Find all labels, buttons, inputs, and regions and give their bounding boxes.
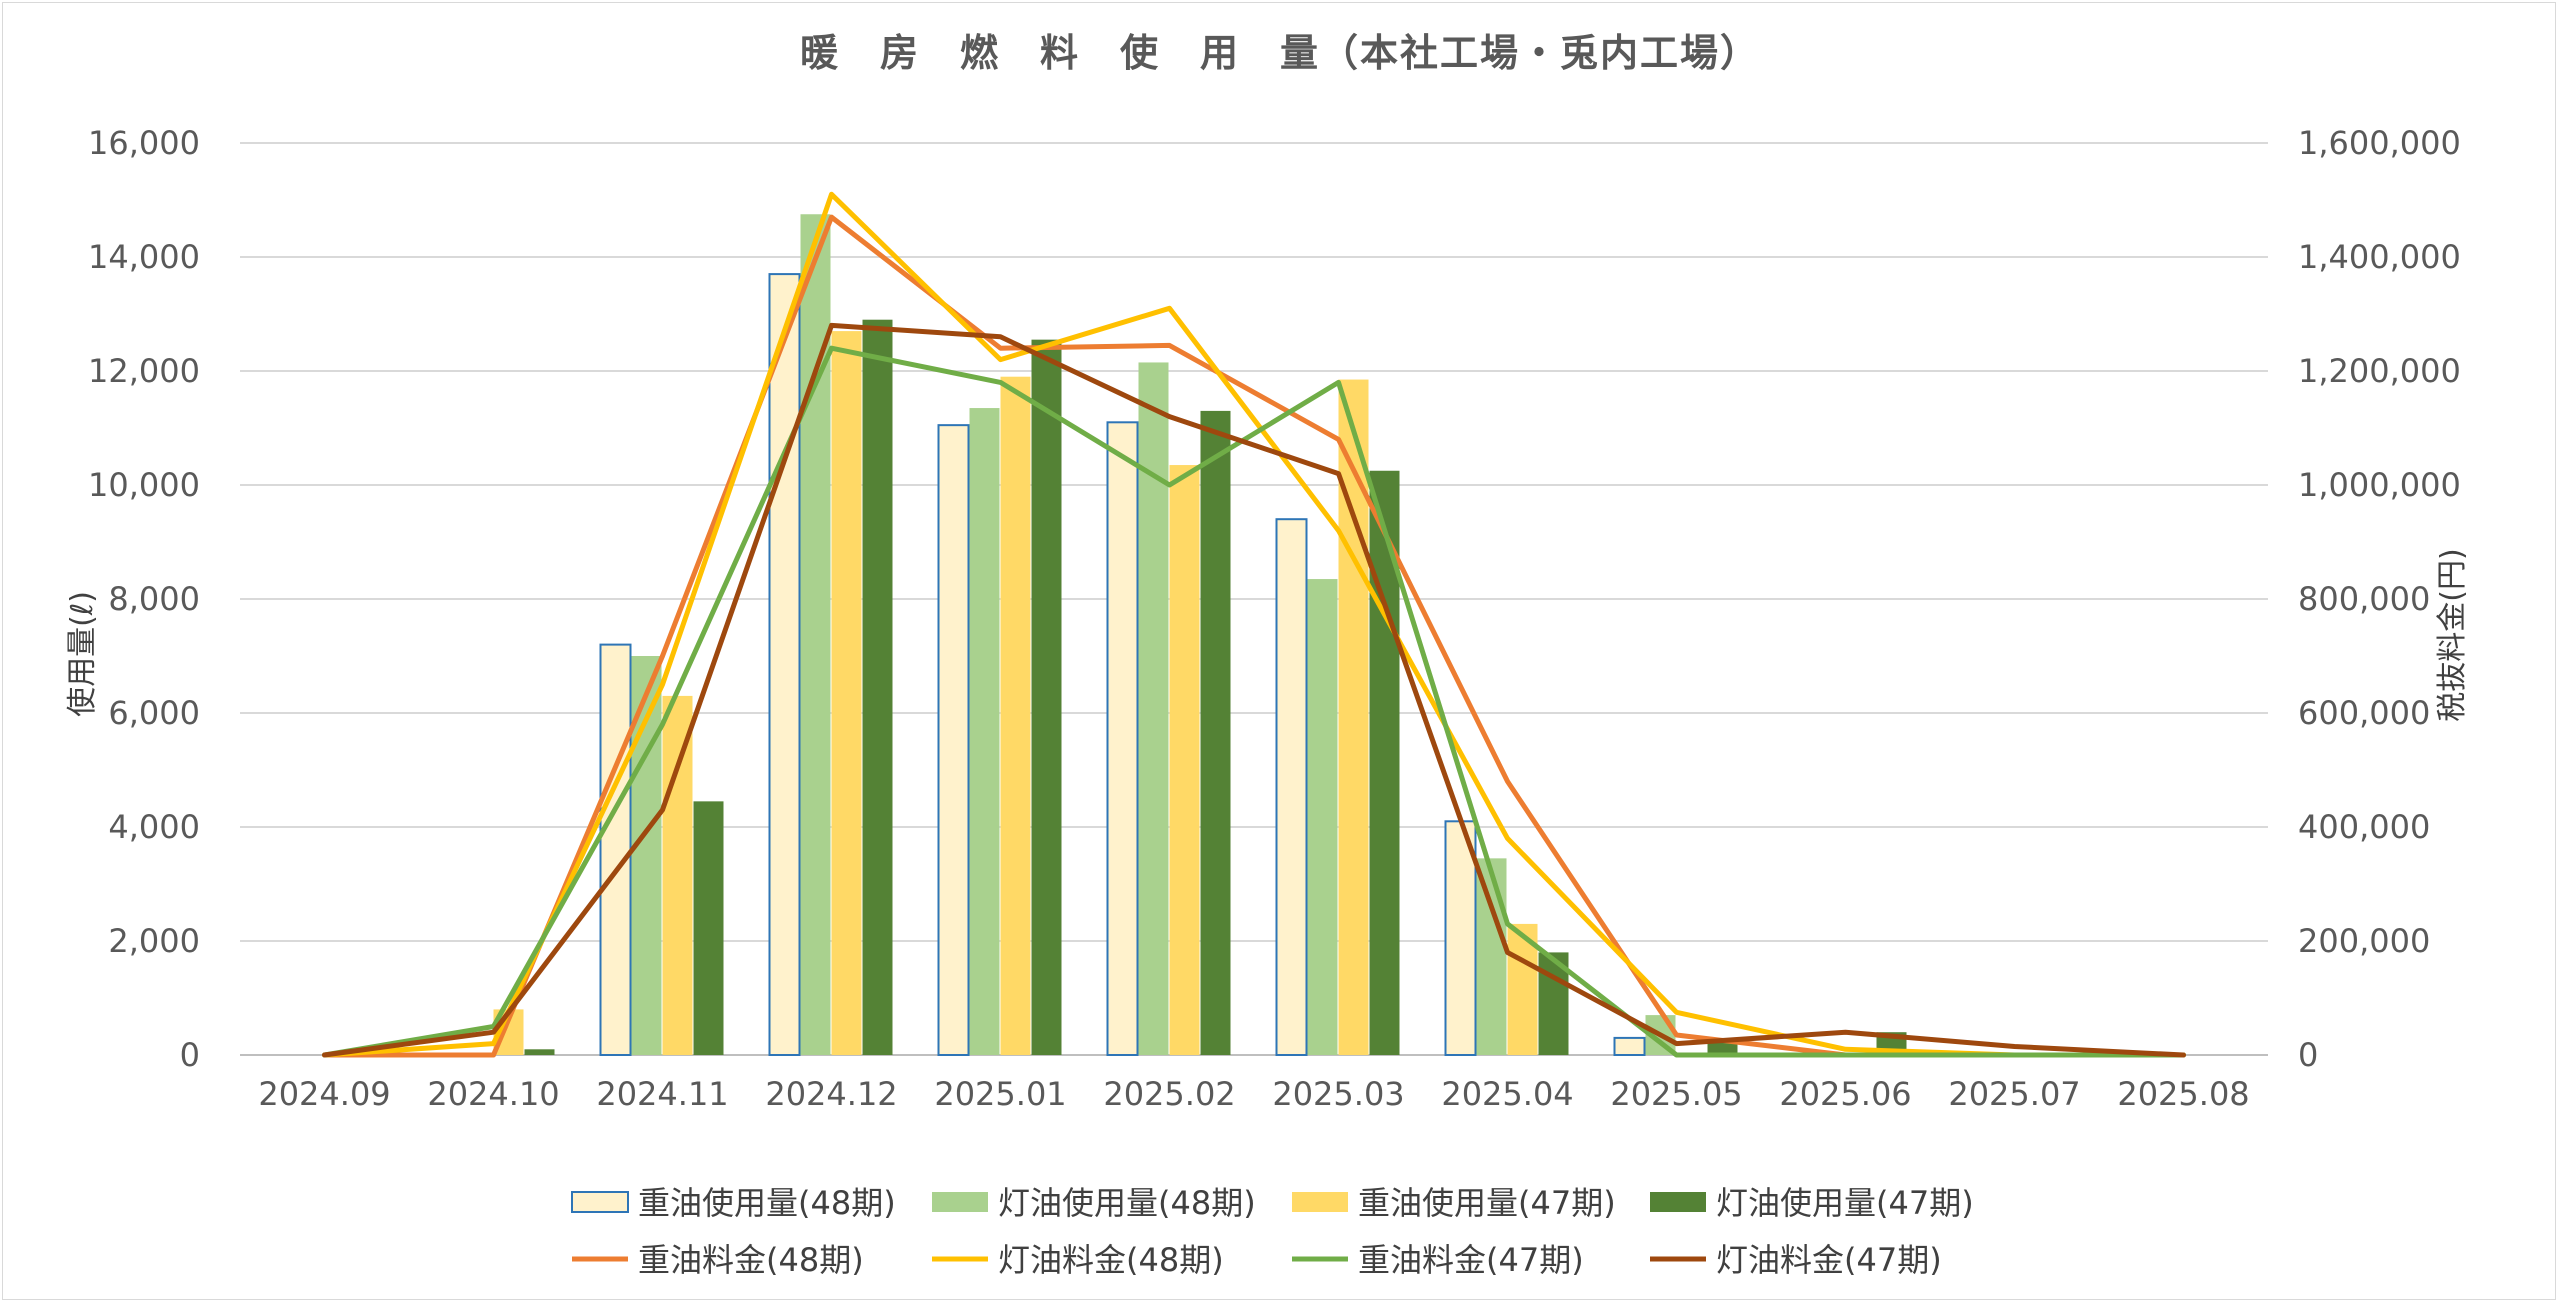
x-tick-label: 2024.10 [427, 1075, 559, 1113]
legend-label: 重油料金(48期) [638, 1241, 864, 1279]
bar-4 [693, 801, 724, 1055]
y2-axis-ticks: 0 200,000 400,000 600,000 800,000 1,000,000 1,… [2298, 124, 2461, 1074]
y-tick-label: 16,000 [88, 124, 200, 162]
bar-2 [800, 214, 831, 1055]
bar-4 [1707, 1040, 1738, 1055]
y-tick-label: 4,000 [108, 808, 200, 846]
bar-3 [1000, 376, 1031, 1055]
y2-tick-label: 1,200,000 [2298, 352, 2461, 390]
bar-1 [937, 424, 970, 1056]
x-tick-label: 2025.04 [1441, 1075, 1573, 1113]
y-axis-ticks: 0 2,000 4,000 6,000 8,000 10,000 12,000 14,000 1… [88, 124, 200, 1074]
x-tick-label: 2025.02 [1103, 1075, 1235, 1113]
bar-1 [1444, 820, 1477, 1056]
bar-4 [524, 1049, 555, 1055]
legend-swatch [571, 1191, 629, 1213]
x-tick-label: 2025.05 [1610, 1075, 1742, 1113]
y2-tick-label: 600,000 [2298, 694, 2430, 732]
y-tick-label: 2,000 [108, 922, 200, 960]
x-tick-label: 2025.07 [1948, 1075, 2080, 1113]
bar-4 [1031, 339, 1062, 1055]
y2-tick-label: 0 [2298, 1036, 2318, 1074]
bar-3 [831, 331, 862, 1056]
bar-2 [969, 408, 1000, 1055]
x-tick-label: 2024.12 [765, 1075, 897, 1113]
y-tick-label: 12,000 [88, 352, 200, 390]
bar-2 [1476, 858, 1507, 1055]
legend-label: 灯油使用量(48期) [998, 1184, 1256, 1222]
line-series-3 [322, 345, 2186, 1058]
y-tick-label: 8,000 [108, 580, 200, 618]
y-tick-label: 6,000 [108, 694, 200, 732]
bar-3 [662, 695, 693, 1055]
bar-1 [1275, 518, 1308, 1056]
legend-swatch [1292, 1192, 1348, 1212]
bar-1 [599, 643, 632, 1056]
x-axis-ticks: 2024.09 2024.10 2024.11 2024.12 2025.01 2025.… [258, 1075, 2249, 1113]
legend-label: 重油使用量(48期) [638, 1184, 896, 1222]
x-tick-label: 2025.03 [1272, 1075, 1404, 1113]
bar-1 [1613, 1036, 1646, 1057]
legend-label: 灯油使用量(47期) [1716, 1184, 1974, 1222]
legend-label: 重油使用量(47期) [1358, 1184, 1616, 1222]
legend-swatch [932, 1192, 988, 1212]
y-tick-label: 10,000 [88, 466, 200, 504]
y2-tick-label: 1,000,000 [2298, 466, 2461, 504]
x-tick-label: 2025.06 [1779, 1075, 1911, 1113]
legend-label: 灯油料金(47期) [1716, 1241, 1942, 1279]
legend: 重油使用量(48期) 灯油使用量(48期) 重油使用量(47期) 灯油使用量(47期)… [571, 1184, 1974, 1279]
line-series-2 [322, 191, 2186, 1058]
bar-1 [768, 273, 801, 1057]
line-series-group [322, 191, 2186, 1058]
y2-tick-label: 800,000 [2298, 580, 2430, 618]
x-tick-label: 2024.11 [596, 1075, 728, 1113]
gridlines [240, 142, 2268, 1056]
x-tick-label: 2025.01 [934, 1075, 1066, 1113]
bar-3 [1169, 465, 1200, 1055]
y2-tick-label: 200,000 [2298, 922, 2430, 960]
y2-axis-title: 税抜料金(円) [2435, 548, 2470, 721]
bar-4 [862, 319, 893, 1055]
y2-tick-label: 1,400,000 [2298, 238, 2461, 276]
x-tick-label: 2025.08 [2117, 1075, 2249, 1113]
y2-tick-label: 1,600,000 [2298, 124, 2461, 162]
legend-swatch [1650, 1192, 1706, 1212]
bar-2 [1307, 579, 1338, 1055]
y-tick-label: 14,000 [88, 238, 200, 276]
legend-label: 重油料金(47期) [1358, 1241, 1584, 1279]
bar-series-group [493, 214, 1907, 1057]
chart-title: 暖 房 燃 料 使 用 量（本社工場・兎内工場） [800, 31, 1760, 75]
y-axis-title: 使用量(ℓ) [65, 591, 100, 717]
legend-label: 灯油料金(48期) [998, 1241, 1224, 1279]
y-tick-label: 0 [180, 1036, 200, 1074]
y2-tick-label: 400,000 [2298, 808, 2430, 846]
bar-4 [1200, 410, 1231, 1055]
bar-1 [1106, 421, 1139, 1056]
line-series-4 [322, 322, 2186, 1058]
x-tick-label: 2024.09 [258, 1075, 390, 1113]
